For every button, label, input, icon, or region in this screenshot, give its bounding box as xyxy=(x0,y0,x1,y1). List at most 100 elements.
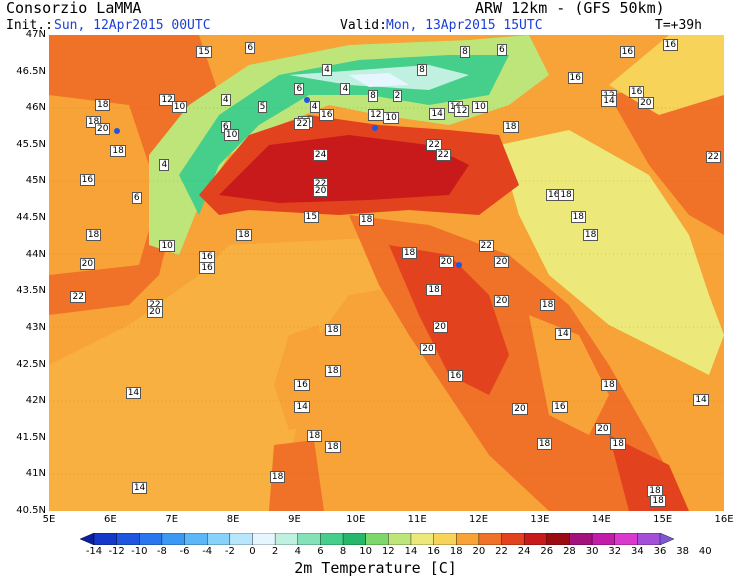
lat-tick-label: 46N xyxy=(25,102,46,114)
lat-tick-label: 42.5N xyxy=(16,358,46,370)
temperature-value-label: 12 xyxy=(368,108,384,121)
temperature-value-label: 18 xyxy=(110,144,126,157)
colorbar-segment xyxy=(523,532,548,546)
temperature-value-label: 10 xyxy=(223,128,240,141)
colorbar-tick-label: 16 xyxy=(427,546,440,557)
temperature-value-label: 10 xyxy=(171,100,188,113)
temperature-value-label: 20 xyxy=(512,402,528,415)
colorbar-segment xyxy=(388,532,412,546)
temperature-value-label: 5 xyxy=(257,100,268,113)
temperature-value-label: 18 xyxy=(95,99,111,112)
temperature-map[interactable]: 1568616164816121045644821610121416201818… xyxy=(49,35,724,511)
temperature-value-label: 10 xyxy=(383,111,399,124)
colorbar-segment xyxy=(252,532,276,546)
temperature-value-label: 16 xyxy=(662,38,679,51)
colorbar-segment xyxy=(637,532,661,546)
temperature-value-label: 20 xyxy=(493,256,510,269)
valid-value: Mon, 13Apr2015 15UTC xyxy=(386,18,543,33)
colorbar-segment xyxy=(591,532,616,546)
lat-tick-label: 45.5N xyxy=(16,138,46,150)
lat-tick-label: 41N xyxy=(25,468,46,480)
temperature-value-label: 4 xyxy=(220,93,231,106)
colorbar-segment xyxy=(93,532,118,546)
org-title: Consorzio LaMMA xyxy=(6,0,142,17)
temperature-value-label: 14 xyxy=(693,393,709,406)
lat-tick-label: 44.5N xyxy=(16,212,46,224)
colorbar-segment xyxy=(659,532,675,546)
colorbar-tick-label: 14 xyxy=(404,546,418,557)
colorbar xyxy=(79,530,675,546)
temperature-value-label: 14 xyxy=(294,401,310,414)
colorbar-segment xyxy=(297,532,322,546)
temperature-value-label: 4 xyxy=(340,82,351,95)
temperature-value-label: 16 xyxy=(199,262,215,274)
colorbar-tick-label: 26 xyxy=(540,546,554,557)
temperature-value-label: 16 xyxy=(294,379,310,392)
colorbar-segment xyxy=(274,532,299,546)
temperature-value-label: 16 xyxy=(319,108,335,121)
colorbar-tick-label: 8 xyxy=(339,546,347,557)
temperature-value-label: 4 xyxy=(159,159,170,172)
temperature-value-label: 16 xyxy=(619,45,636,58)
colorbar-segment xyxy=(229,532,254,546)
lat-tick-label: 41.5N xyxy=(16,431,46,443)
temperature-value-label: 18 xyxy=(647,485,663,498)
temperature-value-label: 14 xyxy=(429,108,445,121)
temperature-value-label: 22 xyxy=(70,291,86,304)
colorbar-segment xyxy=(79,532,95,546)
colorbar-title: 2m Temperature [C] xyxy=(294,559,457,577)
temperature-value-label: 8 xyxy=(460,45,470,58)
temperature-value-label: 18 xyxy=(610,437,626,450)
temperature-value-label: 6 xyxy=(294,82,305,95)
temperature-value-label: 18 xyxy=(558,188,574,201)
colorbar-tick-label: 28 xyxy=(563,546,576,557)
temperature-value-label: 18 xyxy=(306,430,323,443)
colorbar-segment xyxy=(433,532,457,546)
temperature-value-label: 4 xyxy=(322,64,332,77)
colorbar-tick-label: 20 xyxy=(472,546,486,557)
temperature-value-label: 20 xyxy=(95,122,111,135)
temperature-value-label: 20 xyxy=(312,185,329,198)
colorbar-segment xyxy=(184,532,208,546)
colorbar-segment xyxy=(342,532,367,546)
colorbar-tick-label: 4 xyxy=(294,546,301,557)
colorbar-tick-label: 38 xyxy=(676,546,689,557)
colorbar-tick-label: 0 xyxy=(249,546,256,557)
temperature-value-label: 18 xyxy=(570,210,587,223)
temperature-value-label: 18 xyxy=(236,229,252,242)
temperature-value-label: 20 xyxy=(420,342,436,355)
colorbar-tick-label: -12 xyxy=(108,546,125,557)
colorbar-tick-label: 24 xyxy=(517,546,531,557)
temperature-value-label: 18 xyxy=(601,379,617,392)
temperature-value-label: 22 xyxy=(294,118,310,131)
temperature-value-label: 20 xyxy=(79,258,96,271)
temperature-value-label: 18 xyxy=(358,214,375,227)
temperature-value-label: 18 xyxy=(426,283,442,296)
model-title: ARW 12km - (GFS 50km) xyxy=(475,0,665,17)
temperature-value-label: 15 xyxy=(196,45,212,58)
colorbar-segment xyxy=(116,532,140,546)
temperature-value-label: 10 xyxy=(159,240,175,253)
lat-tick-label: 44N xyxy=(25,248,46,260)
lat-tick-label: 40.5N xyxy=(16,505,46,516)
temperature-value-label: 6 xyxy=(496,43,507,56)
temperature-value-label: 20 xyxy=(493,294,510,307)
colorbar-tick-label: -2 xyxy=(224,546,235,557)
lon-tick-label: 16E xyxy=(714,514,734,525)
colorbar-segment xyxy=(410,532,435,546)
colorbar-segment xyxy=(501,532,525,546)
valid-label: Valid: xyxy=(340,18,387,33)
lat-tick-label: 43.5N xyxy=(16,285,46,297)
lat-tick-label: 46.5N xyxy=(16,65,46,77)
lon-tick-label: 15E xyxy=(653,514,673,525)
colorbar-tick-label: 2 xyxy=(271,546,279,557)
lon-tick-label: 14E xyxy=(591,514,611,525)
temperature-value-label: 18 xyxy=(325,364,341,377)
temperature-value-label: 8 xyxy=(417,64,427,77)
colorbar-segment xyxy=(614,532,639,546)
temperature-value-label: 16 xyxy=(552,401,568,414)
lon-tick-label: 9E xyxy=(288,514,301,525)
colorbar-tick-label: -8 xyxy=(156,546,167,557)
lat-tick-label: 43N xyxy=(25,321,46,333)
temperature-value-label: 20 xyxy=(147,305,163,318)
